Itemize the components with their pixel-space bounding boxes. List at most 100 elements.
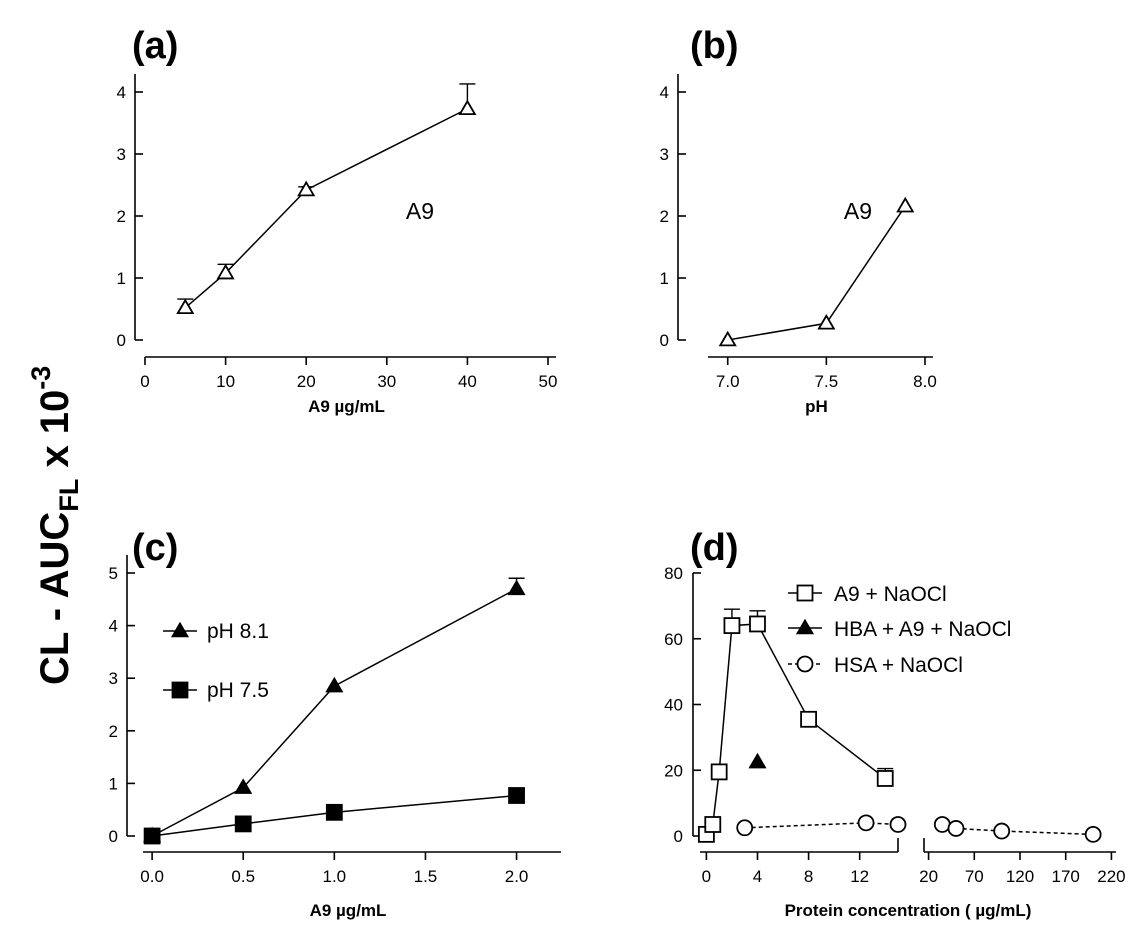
panel-c-data-point [234,778,253,794]
panel-d-data-point [710,763,728,781]
panel-b-y-tick-label: 1 [660,269,669,288]
panel-c-y-tick-label: 0 [109,827,118,846]
panel-c-data-point [234,815,252,833]
legend-d-marker [796,584,814,602]
panel-d-x-tick-label: 12 [850,867,869,886]
panel-d-label: (d) [690,527,739,569]
legend-d-marker [795,618,815,635]
panel-c-y-tick-label: 2 [109,722,118,741]
panel-c-series-line [152,794,517,837]
panel-d-data-point [933,816,951,833]
panel-a-label: (a) [132,25,178,67]
panel-c-x-tick-label: 0.5 [231,867,255,886]
panel-b-y-tick-label: 0 [660,331,669,350]
panel-d-x-tick-label: 120 [1006,867,1034,886]
panel-b-y-tick-label: 2 [660,207,669,226]
panel-d-data-point [857,814,875,832]
panel-d-x-tick-label: 220 [1097,867,1125,886]
panel-c-y-tick-label: 4 [109,617,118,636]
y-label-main: CL - AUC [33,512,77,685]
y-label-subscript: FL [54,479,84,512]
panel-a-x-tick-label: 50 [539,372,558,391]
panel-a-x-tick-label: 40 [458,372,477,391]
panel-c-data-point [507,579,526,596]
panel-a-series-line [184,108,468,309]
panel-c-y-tick-label: 1 [109,774,118,793]
panel-d: (d) 0 20 40 60 80 0 4 8 12 20 70 120 170 220 Protein co… [664,527,1126,920]
panel-d-series-line [942,823,1094,836]
panel-a-data-point [458,99,477,116]
panel-d-y-tick-label: 80 [664,564,683,583]
panel-d-x-label: Protein concentration ( µg/mL) [785,901,1032,920]
panel-b-annotation: A9 [844,198,872,224]
panel-b-data-point [896,196,915,213]
panel-d-data-point [704,816,722,833]
panel-d-y-tick-label: 20 [664,761,683,780]
panel-c-x-tick-label: 1.5 [414,867,438,886]
panel-d-data-point [1084,825,1102,843]
panel-c-x-tick-label: 1.0 [323,867,347,886]
shared-y-axis-label: CL - AUCFL x 10-3 [26,366,84,685]
panel-a-y-tick-label: 2 [117,207,126,226]
panel-d-data-point [993,822,1011,840]
panel-d-data-point [748,752,767,769]
panel-a-x-tick-label: 10 [216,372,235,391]
panel-d-x-tick-label: 170 [1052,867,1080,886]
panel-d-x-tick-label: 70 [965,867,984,886]
legend-c-marker [170,621,190,638]
panel-d-data-point [749,615,766,633]
panel-d-data-point [876,770,894,787]
panel-c-data-point [508,787,525,804]
panel-a-data-point [216,263,235,280]
legend-d-label: HBA + A9 + NaOCl [834,618,1011,641]
panel-c-data-point [325,803,343,821]
panel-b-data-point [718,330,737,347]
panel-a-x-tick-label: 0 [140,372,149,391]
panel-a-y-tick-label: 0 [117,331,126,350]
panel-d-x-tick-label: 8 [804,867,813,886]
panel-c-data-point [325,676,344,693]
legend-c-label: pH 8.1 [207,620,269,643]
panel-d-x-tick-label: 4 [753,867,762,886]
panel-b-y-tick-label: 3 [660,145,669,164]
panel-d-y-tick-label: 0 [674,827,683,846]
legend-d-marker [796,655,814,673]
panel-b: (b) 0 1 2 3 4 7.0 7.5 8.0 pH A9 [660,25,937,416]
panel-b-data-point [817,313,836,330]
panel-b-x-tick-label: 8.0 [913,372,937,391]
legend-c-label: pH 7.5 [207,679,269,702]
panel-d-y-tick-label: 60 [664,630,683,649]
panel-b-x-label: pH [805,397,828,416]
panel-b-x-tick-label: 7.5 [815,372,839,391]
panel-a-x-label: A9 µg/mL [308,397,385,416]
panel-d-series-line [744,822,899,829]
panel-d-data-point [723,617,741,634]
panel-a-y-tick-label: 4 [117,83,126,102]
panel-d-data-point [736,819,754,837]
panel-d-x-tick-label: 0 [702,867,711,886]
panel-b-y-tick-label: 4 [660,83,669,102]
panel-c-x-tick-label: 2.0 [505,867,529,886]
panel-c-series-line [151,588,517,837]
panel-a-data-point [297,180,316,197]
panel-c-data-point [143,827,161,845]
panel-d-data-point [947,820,965,837]
panel-b-label: (b) [690,25,739,67]
panel-c-y-tick-label: 3 [109,669,118,688]
y-label-exponent: -3 [26,366,56,390]
y-label-suffix: x 10 [33,390,77,479]
panel-a-y-tick-label: 3 [117,145,126,164]
panel-a-data-point [176,298,195,315]
panel-c: (c) 0 1 2 3 4 5 0.0 0.5 1.0 1.5 2.0 A9 µg/mL pH 8.1 pH… [109,527,561,920]
panel-d-data-point [800,710,817,728]
panel-c-x-tick-label: 0.0 [140,867,164,886]
panel-c-label: (c) [132,527,178,569]
panel-b-x-tick-label: 7.0 [716,372,740,391]
panel-a-y-tick-label: 1 [117,269,126,288]
legend-d-label: HSA + NaOCl [834,654,963,677]
panel-d-data-point [889,816,907,833]
panel-a-x-tick-label: 30 [377,372,396,391]
panel-c-x-label: A9 µg/mL [310,901,387,920]
